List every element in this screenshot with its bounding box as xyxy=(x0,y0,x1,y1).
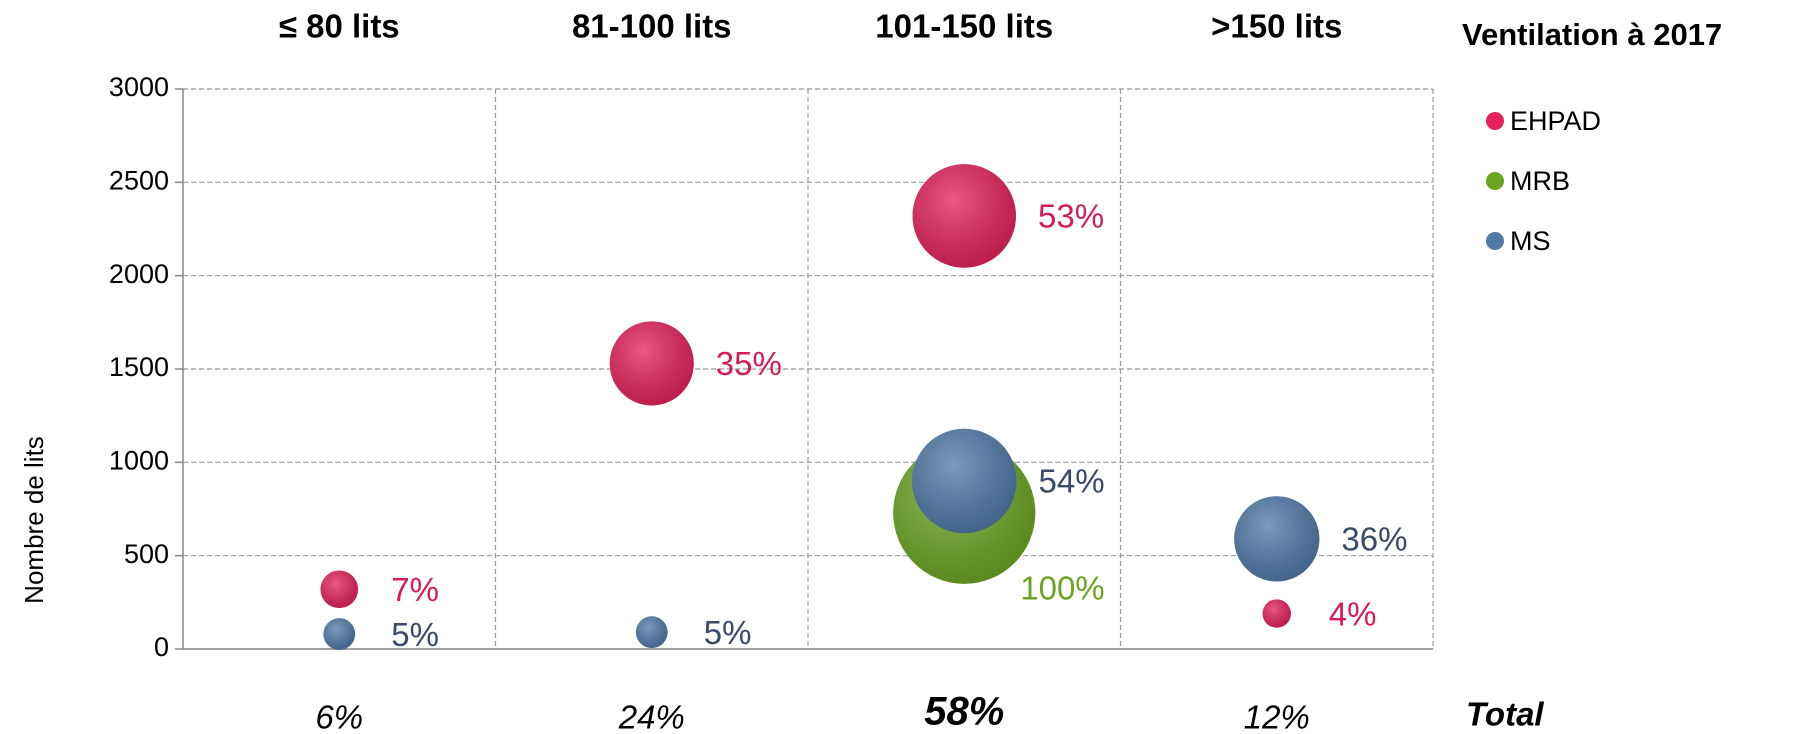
bubble-shade xyxy=(323,618,356,650)
category-label: ≤ 80 lits xyxy=(279,8,400,45)
y-tick-label: 1500 xyxy=(109,352,169,382)
y-axis-label: Nombre de lits xyxy=(19,436,49,604)
y-tick-label: 2500 xyxy=(109,165,169,195)
legend-label: EHPAD xyxy=(1510,106,1601,136)
legend-label: MS xyxy=(1510,226,1551,256)
legend-marker xyxy=(1486,172,1504,190)
bubble-shade xyxy=(1234,496,1320,582)
bubble-label: 53% xyxy=(1038,198,1104,235)
total-label: 24% xyxy=(618,699,685,734)
bubble-shade xyxy=(912,428,1017,534)
bubble-shade xyxy=(635,616,668,649)
bubble-label: 35% xyxy=(716,345,782,382)
y-tick-label: 0 xyxy=(154,632,169,662)
legend-label: MRB xyxy=(1510,166,1570,196)
y-tick-label: 1000 xyxy=(109,445,169,475)
total-label: 12% xyxy=(1244,699,1310,734)
totals-title: Total xyxy=(1466,696,1544,733)
y-tick-label: 2000 xyxy=(109,259,169,289)
bubble-label: 5% xyxy=(704,614,752,651)
total-label: 6% xyxy=(315,699,363,734)
total-label: 58% xyxy=(924,690,1004,734)
bubble-shade xyxy=(320,570,359,609)
bubble-shade xyxy=(1262,599,1291,628)
bubble-label: 100% xyxy=(1020,569,1104,606)
bubble-label: 7% xyxy=(391,571,439,608)
bubble-shade xyxy=(609,321,694,406)
bubble-label: 36% xyxy=(1341,521,1407,558)
category-label: 101-150 lits xyxy=(875,8,1053,45)
category-label: 81-100 lits xyxy=(572,8,732,45)
category-label: >150 lits xyxy=(1211,8,1342,45)
legend-marker xyxy=(1486,232,1504,250)
legend-title: Ventilation à 2017 xyxy=(1462,17,1722,52)
y-tick-label: 3000 xyxy=(109,72,169,102)
bubble-label: 4% xyxy=(1329,595,1377,632)
bubble-label: 54% xyxy=(1038,463,1104,500)
bubble-label: 5% xyxy=(391,616,439,653)
y-tick-label: 500 xyxy=(124,539,169,569)
bubble-shade xyxy=(912,164,1017,268)
legend-marker xyxy=(1486,112,1504,130)
